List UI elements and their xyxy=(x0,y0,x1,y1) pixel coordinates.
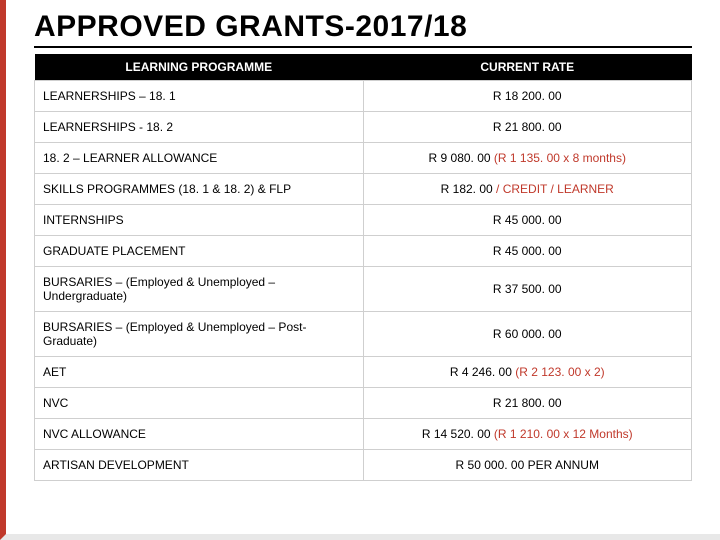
cell-programme: BURSARIES – (Employed & Unemployed – Pos… xyxy=(35,312,364,357)
cell-rate: R 182. 00 / CREDIT / LEARNER xyxy=(363,174,692,205)
rate-value: R 21 800. 00 xyxy=(493,396,562,410)
cell-rate: R 9 080. 00 (R 1 135. 00 x 8 months) xyxy=(363,143,692,174)
cell-programme: AET xyxy=(35,357,364,388)
col-header-rate: CURRENT RATE xyxy=(363,54,692,81)
cell-rate: R 37 500. 00 xyxy=(363,267,692,312)
table-row: LEARNERSHIPS - 18. 2 R 21 800. 00 xyxy=(35,112,692,143)
cell-programme: LEARNERSHIPS – 18. 1 xyxy=(35,81,364,112)
table-row: 18. 2 – LEARNER ALLOWANCE R 9 080. 00 (R… xyxy=(35,143,692,174)
rate-value: R 60 000. 00 xyxy=(493,327,562,341)
cell-rate: R 14 520. 00 (R 1 210. 00 x 12 Months) xyxy=(363,419,692,450)
table-row: BURSARIES – (Employed & Unemployed – Und… xyxy=(35,267,692,312)
cell-programme: GRADUATE PLACEMENT xyxy=(35,236,364,267)
cell-programme: 18. 2 – LEARNER ALLOWANCE xyxy=(35,143,364,174)
cell-rate: R 21 800. 00 xyxy=(363,112,692,143)
cell-rate: R 18 200. 00 xyxy=(363,81,692,112)
rate-highlight: (R 1 135. 00 x 8 months) xyxy=(494,151,626,165)
cell-rate: R 50 000. 00 PER ANNUM xyxy=(363,450,692,481)
table-row: NVC ALLOWANCE R 14 520. 00 (R 1 210. 00 … xyxy=(35,419,692,450)
rate-value: R 182. 00 xyxy=(441,182,496,196)
rate-highlight: (R 2 123. 00 x 2) xyxy=(515,365,604,379)
grants-table: LEARNING PROGRAMME CURRENT RATE LEARNERS… xyxy=(34,54,692,481)
rate-value: R 18 200. 00 xyxy=(493,89,562,103)
table-row: BURSARIES – (Employed & Unemployed – Pos… xyxy=(35,312,692,357)
table-row: NVC R 21 800. 00 xyxy=(35,388,692,419)
cell-programme: NVC xyxy=(35,388,364,419)
table-row: ARTISAN DEVELOPMENT R 50 000. 00 PER ANN… xyxy=(35,450,692,481)
rate-value: R 45 000. 00 xyxy=(493,244,562,258)
table-row: AET R 4 246. 00 (R 2 123. 00 x 2) xyxy=(35,357,692,388)
rate-value: R 14 520. 00 xyxy=(422,427,494,441)
cell-rate: R 4 246. 00 (R 2 123. 00 x 2) xyxy=(363,357,692,388)
rate-highlight: (R 1 210. 00 x 12 Months) xyxy=(494,427,633,441)
cell-programme: SKILLS PROGRAMMES (18. 1 & 18. 2) & FLP xyxy=(35,174,364,205)
rate-value: R 50 000. 00 PER ANNUM xyxy=(456,458,599,472)
rate-highlight: / CREDIT / LEARNER xyxy=(496,182,614,196)
cell-programme: LEARNERSHIPS - 18. 2 xyxy=(35,112,364,143)
table-header-row: LEARNING PROGRAMME CURRENT RATE xyxy=(35,54,692,81)
cell-rate: R 45 000. 00 xyxy=(363,205,692,236)
cell-programme: BURSARIES – (Employed & Unemployed – Und… xyxy=(35,267,364,312)
col-header-programme: LEARNING PROGRAMME xyxy=(35,54,364,81)
cell-programme: INTERNSHIPS xyxy=(35,205,364,236)
rate-value: R 9 080. 00 xyxy=(429,151,494,165)
slide: APPROVED GRANTS-2017/18 LEARNING PROGRAM… xyxy=(0,0,720,540)
table-row: GRADUATE PLACEMENT R 45 000. 00 xyxy=(35,236,692,267)
cell-rate: R 60 000. 00 xyxy=(363,312,692,357)
cell-programme: NVC ALLOWANCE xyxy=(35,419,364,450)
rate-value: R 37 500. 00 xyxy=(493,282,562,296)
page-title: APPROVED GRANTS-2017/18 xyxy=(34,10,692,48)
table-row: SKILLS PROGRAMMES (18. 1 & 18. 2) & FLP … xyxy=(35,174,692,205)
cell-rate: R 21 800. 00 xyxy=(363,388,692,419)
rate-value: R 21 800. 00 xyxy=(493,120,562,134)
table-row: INTERNSHIPS R 45 000. 00 xyxy=(35,205,692,236)
rate-value: R 4 246. 00 xyxy=(450,365,515,379)
cell-rate: R 45 000. 00 xyxy=(363,236,692,267)
rate-value: R 45 000. 00 xyxy=(493,213,562,227)
cell-programme: ARTISAN DEVELOPMENT xyxy=(35,450,364,481)
table-row: LEARNERSHIPS – 18. 1 R 18 200. 00 xyxy=(35,81,692,112)
